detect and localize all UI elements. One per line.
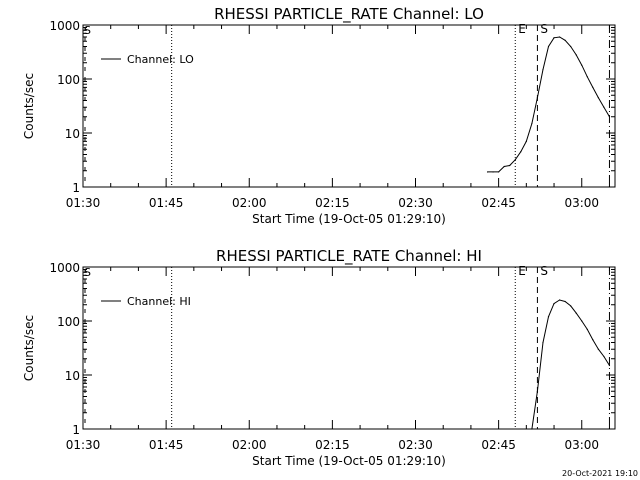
data-point [575, 54, 577, 56]
data-point [558, 36, 561, 38]
data-point [536, 390, 539, 392]
plot-frame [82, 24, 616, 188]
y-tick-label: 10 [65, 127, 80, 141]
data-point [542, 68, 544, 71]
y-tick-label: 100 [57, 315, 80, 329]
legend-entry: Channel: LO [127, 53, 194, 66]
data-point [586, 76, 588, 78]
series-line-1 [531, 299, 610, 430]
marker-label: S [540, 264, 548, 278]
data-point [608, 364, 611, 367]
marker-label: E [518, 264, 526, 278]
x-axis-label: Start Time (19-Oct-05 01:29:10) [252, 454, 446, 468]
legend-entry: Channel: HI [127, 295, 191, 308]
data-point [581, 64, 583, 66]
data-point [486, 171, 489, 173]
x-tick-label: 01:30 [66, 438, 101, 452]
data-point [492, 171, 494, 173]
data-point [564, 39, 566, 41]
x-tick-label: 02:00 [232, 196, 267, 210]
x-axis-label: Start Time (19-Oct-05 01:29:10) [252, 212, 446, 226]
data-point [570, 45, 572, 48]
data-point [520, 151, 522, 153]
chart-title: RHESSI PARTICLE_RATE Channel: HI [216, 247, 482, 266]
data-point [564, 300, 566, 303]
y-tick-label: 1 [72, 181, 80, 195]
data-point [558, 299, 561, 301]
data-point [608, 116, 611, 118]
x-tick-label: 03:00 [564, 438, 599, 452]
marker-label: E [518, 22, 526, 36]
data-point [509, 164, 511, 167]
marker-label: S [540, 22, 548, 36]
data-point [553, 37, 555, 39]
data-point [525, 140, 527, 142]
data-point [575, 312, 577, 314]
data-point [536, 97, 539, 99]
chart-panel-2: RHESSI PARTICLE_RATE Channel: HI Counts/s… [22, 247, 616, 468]
plot-frame [82, 266, 616, 430]
series-line-1 [487, 36, 610, 173]
data-point [581, 320, 583, 322]
edge-label-s: S [84, 266, 91, 279]
x-tick-label: 02:00 [232, 438, 267, 452]
y-tick-label: 100 [57, 73, 80, 87]
chart-title: RHESSI PARTICLE_RATE Channel: LO [214, 5, 484, 24]
data-point [547, 45, 550, 48]
x-tick-label: 02:30 [398, 438, 433, 452]
y-axis-label: Counts/sec [22, 73, 36, 139]
footer-timestamp: 20-Oct-2021 19:10 [562, 469, 638, 478]
data-point [603, 106, 605, 108]
x-tick-label: 01:45 [149, 438, 184, 452]
data-point [592, 86, 594, 88]
x-tick-label: 02:15 [315, 438, 350, 452]
data-point [547, 316, 550, 318]
data-point [597, 97, 599, 99]
y-tick-label: 1 [72, 423, 80, 437]
x-tick-label: 01:45 [149, 196, 184, 210]
y-tick-label: 1000 [49, 261, 80, 275]
x-tick-label: 02:45 [481, 438, 516, 452]
x-tick-label: 02:45 [481, 196, 516, 210]
data-point [586, 328, 588, 330]
edge-label-s: S [84, 24, 91, 37]
data-point [531, 122, 533, 125]
data-point [553, 303, 555, 305]
data-point [503, 165, 505, 168]
data-point [592, 339, 594, 341]
y-tick-label: 1000 [49, 19, 80, 33]
data-point [531, 428, 533, 430]
data-point [542, 341, 544, 344]
chart-panel-1: RHESSI PARTICLE_RATE Channel: LO Counts/s… [22, 5, 616, 226]
y-axis-label: Counts/sec [22, 315, 36, 381]
data-point [597, 348, 599, 350]
data-point [498, 171, 500, 173]
data-point [570, 305, 572, 307]
x-tick-label: 02:15 [315, 196, 350, 210]
x-tick-label: 02:30 [398, 196, 433, 210]
x-tick-label: 03:00 [564, 196, 599, 210]
data-point [603, 355, 605, 358]
x-tick-label: 01:30 [66, 196, 101, 210]
data-point [514, 159, 516, 161]
y-tick-label: 10 [65, 369, 80, 383]
